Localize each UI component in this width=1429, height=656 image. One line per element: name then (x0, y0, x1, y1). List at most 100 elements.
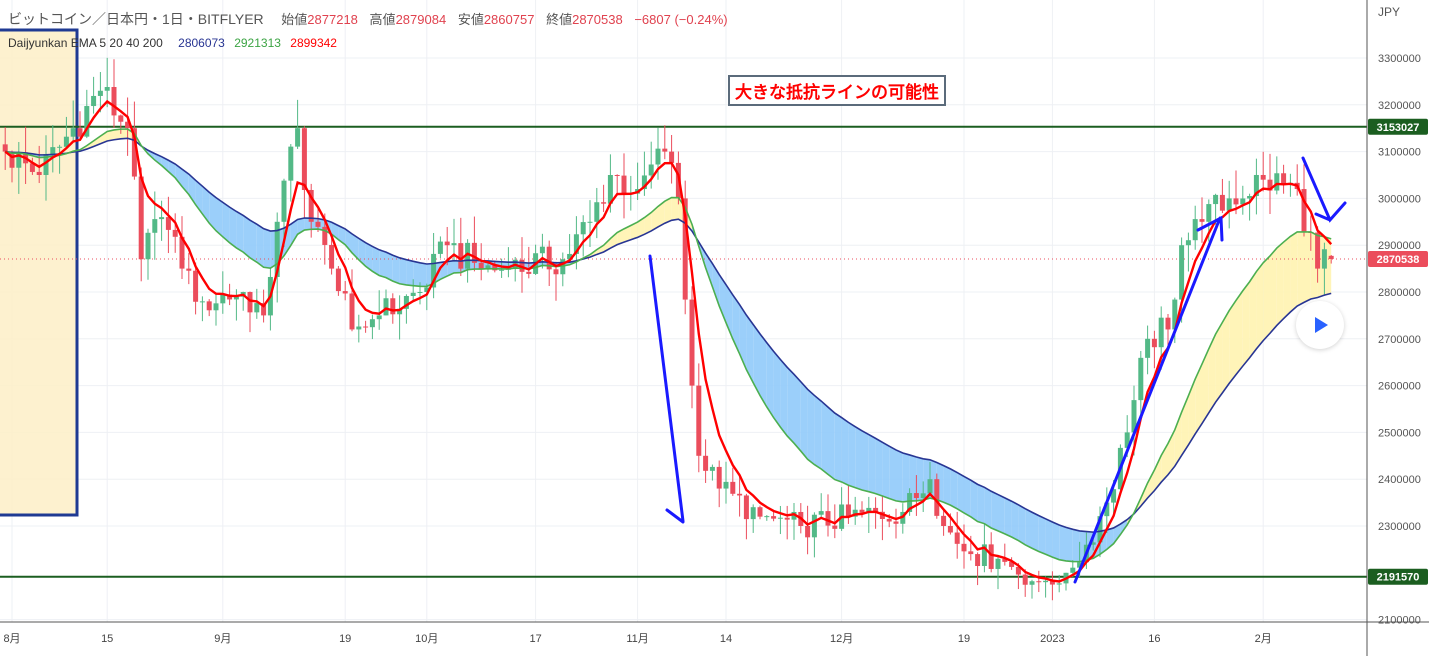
low-value: 2860757 (483, 12, 535, 27)
ema-cloud-segment (1215, 322, 1223, 403)
ema-cloud-segment (100, 131, 108, 144)
candle-body (9, 151, 15, 168)
ema-cloud-segment (107, 129, 114, 141)
candle (1151, 330, 1157, 369)
candle (1321, 242, 1327, 295)
indicator-legend[interactable]: Daijyunkan EMA 5 20 40 200 2806073 29213… (8, 36, 343, 50)
candle-body (159, 217, 165, 220)
open-value: 2877218 (307, 12, 358, 27)
candle (70, 100, 76, 141)
candle (329, 235, 335, 275)
candle-body (947, 526, 953, 533)
ema-cloud-segment (909, 454, 917, 502)
ema-cloud-segment (202, 186, 210, 224)
candle (818, 493, 824, 518)
candle (288, 144, 294, 202)
candle-body (1267, 179, 1273, 191)
candle-body (2, 144, 8, 152)
candle-body (431, 253, 437, 288)
candle-body (968, 551, 974, 555)
candle (743, 493, 749, 540)
level-price-label: 2191570 (1377, 572, 1420, 584)
candle (567, 234, 573, 262)
candle-body (138, 176, 144, 260)
candle (791, 502, 797, 540)
candle-body (1179, 245, 1185, 300)
candle-body (1185, 240, 1191, 246)
candle (669, 134, 675, 184)
candle (750, 504, 756, 533)
candle (771, 510, 777, 522)
candle-body (84, 106, 90, 137)
candle-body (342, 291, 348, 294)
horizontal-levels[interactable] (0, 125, 1367, 578)
candle-body (70, 128, 76, 137)
ema-cloud-segment (766, 342, 774, 418)
ema-cloud-segment (800, 381, 808, 460)
candle (988, 532, 994, 573)
candle-body (941, 515, 947, 526)
candle (2, 127, 8, 170)
x-tick-label: 11月 (626, 633, 648, 645)
candle (614, 174, 620, 195)
down-arrow[interactable] (648, 254, 685, 524)
candle-body (709, 466, 715, 471)
ema-cloud-segment (447, 260, 454, 277)
candle-body (1124, 432, 1130, 448)
ema-cloud-segment (1229, 300, 1236, 384)
ema-cloud-segment (1154, 455, 1162, 491)
candle (186, 252, 192, 285)
candle (927, 462, 933, 496)
candle-body (805, 526, 811, 538)
candle (1233, 170, 1239, 215)
candle (1253, 158, 1259, 215)
candle (961, 524, 967, 569)
y-tick-label: 3100000 (1378, 147, 1421, 159)
candle-body (1219, 194, 1225, 211)
ema-cloud-segment (977, 484, 985, 524)
candle-body (907, 493, 913, 512)
candle-body (580, 222, 586, 235)
symbol-title[interactable]: ビットコイン／日本円・1日・BITFLYER (8, 11, 264, 27)
ema-cloud-segment (1140, 482, 1148, 507)
candle-body (621, 175, 627, 194)
ema-cloud-segment (916, 457, 924, 501)
x-tick-label: 19 (339, 633, 351, 645)
candle-body (383, 298, 389, 316)
ema20-value: 2921313 (234, 36, 281, 50)
candle-body (125, 121, 131, 129)
candle-body (118, 115, 124, 122)
candle-body (356, 326, 362, 330)
candle-body (369, 319, 375, 328)
ema-cloud-segment (950, 468, 958, 509)
candle (104, 57, 110, 108)
highlight-box (0, 30, 77, 515)
candle-body (261, 303, 267, 316)
x-tick-label: 8月 (3, 633, 20, 645)
candle (519, 237, 525, 293)
candle (723, 461, 729, 504)
candle-body (424, 287, 430, 292)
candle (1063, 572, 1069, 591)
play-icon[interactable] (1296, 301, 1344, 349)
candle-body (206, 301, 212, 311)
candle-body (954, 532, 960, 544)
ema-cloud-segment (732, 294, 740, 354)
candle-body (43, 154, 49, 175)
y-tick-label: 3000000 (1378, 193, 1421, 205)
candle (335, 266, 341, 296)
v-arrow[interactable] (1301, 156, 1347, 223)
ema-cloud-segment (1270, 248, 1277, 334)
candle (1002, 543, 1008, 566)
candle (437, 236, 443, 258)
ema-cloud-segment (624, 225, 631, 243)
candle (601, 184, 607, 212)
up-arrow[interactable] (1073, 215, 1224, 584)
y-tick-label: 2700000 (1378, 334, 1421, 346)
drawn-arrows[interactable] (648, 156, 1347, 584)
annotation-textbox[interactable]: 大きな抵抗ラインの可能性 (728, 75, 946, 106)
candle (879, 495, 885, 541)
ema-cloud-segment (984, 487, 992, 528)
ema-cloud-segment (1276, 242, 1284, 326)
